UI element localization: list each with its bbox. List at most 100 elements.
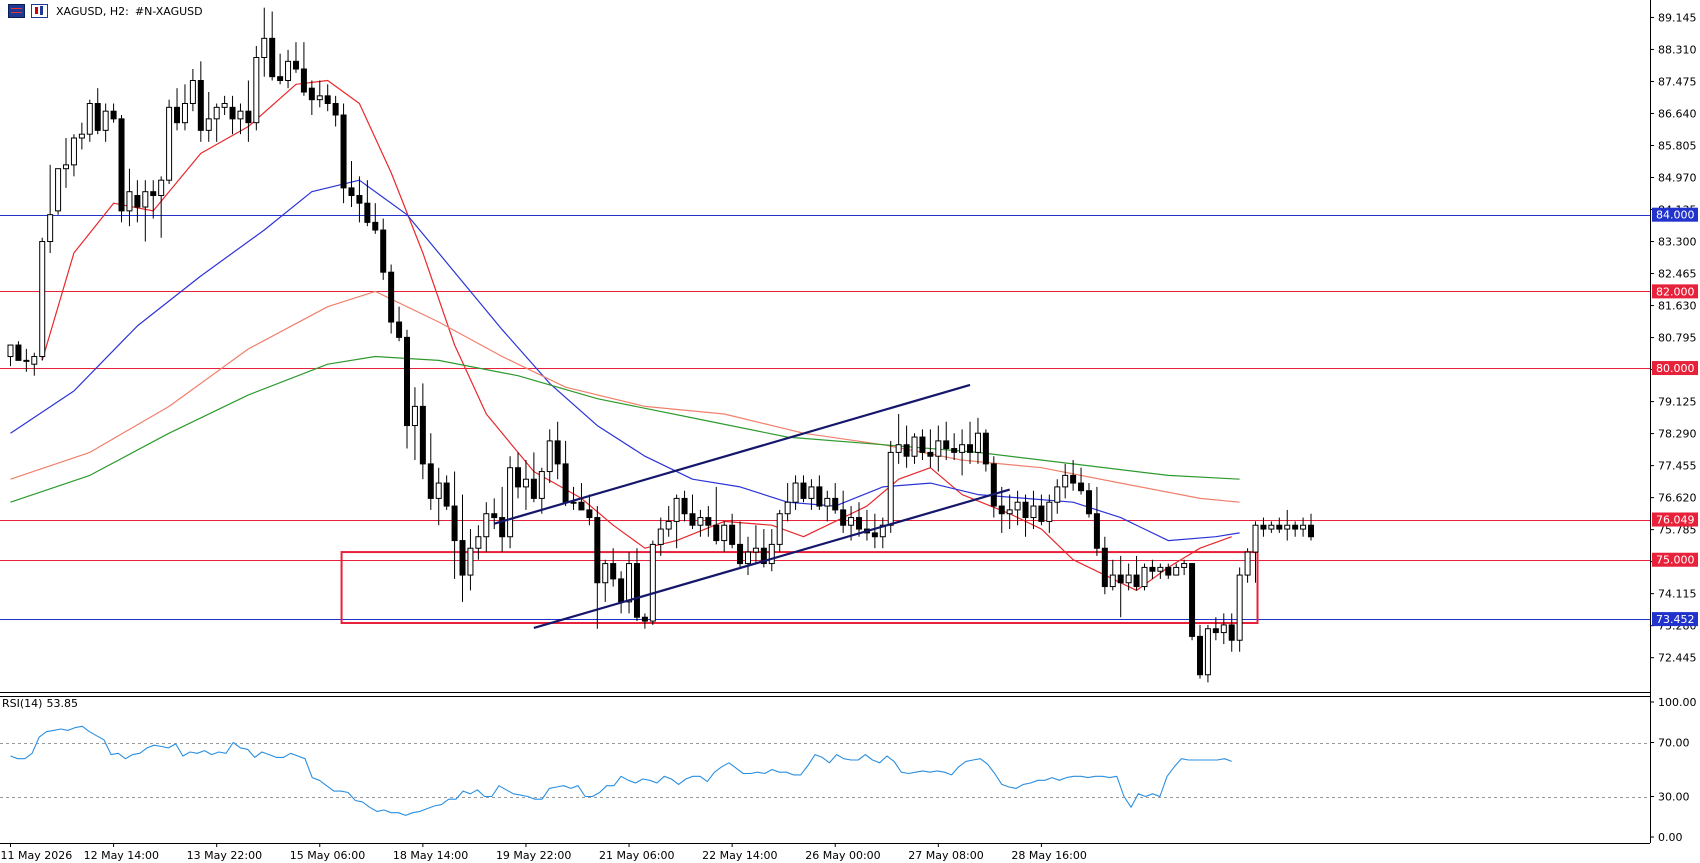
price-tick-label: 88.310 [1658,43,1697,56]
candle [586,494,593,526]
candle [491,498,498,530]
candle [237,103,244,135]
candle-body [197,80,204,131]
candle [1260,517,1267,537]
candle-body [134,195,141,208]
candle [562,440,569,507]
candle [967,421,974,464]
candle [55,168,62,215]
chart-menu-icon[interactable] [8,4,25,18]
candle [1197,624,1203,679]
candle [324,84,331,112]
candle [285,49,292,89]
candle-body [1204,628,1211,676]
candle [570,486,577,510]
level-price-badge [1652,207,1698,222]
candle-body [1014,501,1021,511]
candle-body [364,202,371,223]
candle-body [1109,574,1116,588]
price-tick-label: 74.115 [1658,588,1697,601]
candle-body [1141,566,1148,588]
candle-chart-icon[interactable] [31,4,48,18]
price-tick-label: 78.290 [1658,428,1697,441]
candle-body [1030,505,1037,519]
candle-body [562,463,569,503]
candle [1165,563,1172,579]
candle-body [499,517,506,538]
price-tick-label: 83.300 [1658,236,1697,249]
candle-body [1284,524,1291,530]
candle-body [1165,566,1172,576]
level-price-badge [1652,284,1698,299]
candle [1173,563,1180,576]
candle [174,88,181,131]
candle-body [459,540,466,576]
price-tick-label: 76.620 [1658,492,1697,505]
candle [47,164,54,254]
time-tick-label: 28 May 16:00 [1011,849,1086,862]
candle [1252,521,1259,583]
candle [1117,555,1124,618]
candle-body [324,95,331,105]
candle [388,264,395,334]
rsi-pane[interactable]: 11 May 2026 12 May 14:00 13 May 22:00 15 Ma… [0,725,1650,862]
candle [895,414,902,464]
price-tick-label: 79.125 [1658,396,1697,409]
candle-body [919,436,926,453]
rsi-tick-label: 30.00 [1658,791,1690,804]
candle-body [586,509,593,519]
candle-body [1117,574,1124,584]
candle [134,180,141,223]
candle [427,433,434,510]
candle [31,352,38,376]
candle [538,467,545,514]
candle [364,180,371,227]
chart-header: XAGUSD, H2: #N-XAGUSD [8,2,203,20]
candle-body [388,271,395,323]
candle-body [174,106,181,124]
candle [911,433,918,464]
candle-body [181,103,188,124]
candle-body [1149,566,1156,572]
candle [840,490,847,533]
candle [213,103,220,142]
candle-body [435,482,442,499]
candle-body [189,80,196,105]
candle [269,11,276,81]
rsi-value: 53.85 [46,697,78,710]
rsi-tick-label: 0.00 [1658,831,1683,844]
candle-body [856,517,863,530]
candle-body [221,103,228,108]
candle-body [7,344,14,358]
candle-body [229,106,236,120]
moving-average-ma_slow [10,290,1240,503]
candle [1006,494,1013,530]
time-tick-label: 27 May 08:00 [908,849,983,862]
candle [205,92,212,142]
candle-body [86,103,93,135]
level-price-label: 75.000 [1656,554,1695,567]
candle-body [340,114,347,189]
candle [1054,479,1061,514]
price-pane[interactable] [0,7,1650,697]
candle-body [142,191,149,208]
candle-body [768,543,775,565]
candle [515,452,522,499]
candle-body [1260,524,1267,530]
moving-average-ma_long [10,355,1240,503]
candle [1109,559,1116,591]
candle [554,421,561,480]
candle [181,84,188,131]
candle-body [1022,501,1029,519]
candle-body [816,486,823,507]
candle [245,80,252,142]
price-tick-label: 80.795 [1658,332,1697,345]
candle [483,502,490,553]
candle-body [1093,513,1100,549]
candle-body [372,221,379,231]
candle [903,425,910,468]
candle-body [689,513,696,526]
candle [158,176,165,238]
candle [15,341,22,361]
